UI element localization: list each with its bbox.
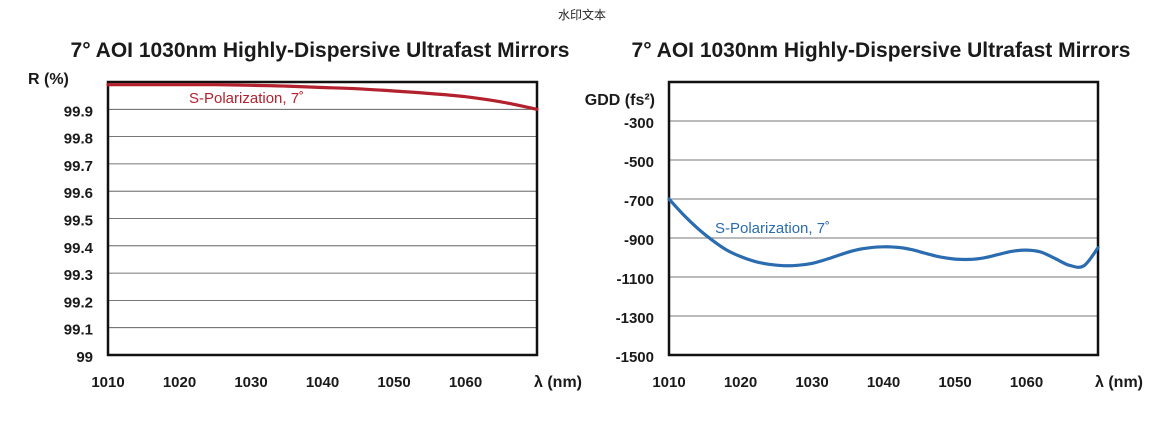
series-line [667, 197, 1100, 269]
y-tick-label: 99.1 [64, 322, 93, 339]
y-tick-label: -1500 [616, 349, 654, 366]
chart-1: 7° AOI 1030nm Highly-Dispersive Ultrafas… [28, 39, 582, 391]
y-tick-label: -1100 [616, 271, 654, 288]
x-tick-label: 1060 [449, 374, 482, 391]
y-tick-label: -1300 [616, 310, 654, 327]
plot-frame [106, 80, 539, 357]
x-tick-label: 1050 [377, 374, 410, 391]
y-tick-label: 99.9 [64, 103, 93, 120]
x-axis-label: λ (nm) [534, 374, 582, 391]
y-tick-label: -900 [624, 232, 654, 249]
series-label: S-Polarization, 7˚ [189, 90, 304, 107]
y-axis-label: GDD (fs²) [585, 92, 655, 109]
y-tick-label: 99.7 [64, 158, 93, 175]
x-tick-label: 1050 [938, 374, 971, 391]
chart-2: 7° AOI 1030nm Highly-Dispersive Ultrafas… [585, 39, 1143, 391]
x-tick-label: 1020 [724, 374, 757, 391]
chart-title: 7° AOI 1030nm Highly-Dispersive Ultrafas… [632, 39, 1131, 62]
x-tick-label: 1040 [306, 374, 339, 391]
plot-frame [667, 80, 1100, 357]
chart-title: 7° AOI 1030nm Highly-Dispersive Ultrafas… [71, 39, 570, 62]
series-label: S-Polarization, 7˚ [715, 220, 830, 237]
y-tick-label: -300 [624, 115, 654, 132]
x-axis-label: λ (nm) [1095, 374, 1143, 391]
x-tick-label: 1010 [91, 374, 124, 391]
series-line [106, 83, 539, 111]
y-tick-label: -500 [624, 154, 654, 171]
x-tick-label: 1010 [652, 374, 685, 391]
y-tick-label: 99.2 [64, 294, 93, 311]
y-tick-label: 99 [76, 349, 93, 366]
y-tick-label: 99.5 [64, 213, 93, 230]
x-tick-label: 1040 [867, 374, 900, 391]
y-tick-label: 99.3 [64, 267, 93, 284]
x-tick-label: 1020 [163, 374, 196, 391]
x-tick-label: 1030 [234, 374, 267, 391]
y-axis-label: R (%) [28, 71, 69, 88]
x-tick-label: 1030 [795, 374, 828, 391]
y-tick-label: 99.8 [64, 131, 93, 148]
y-tick-label: 99.6 [64, 185, 93, 202]
y-tick-label: 99.4 [64, 240, 94, 257]
watermark-text: 水印文本 [557, 8, 606, 22]
y-tick-label: -700 [624, 193, 654, 210]
x-tick-label: 1060 [1010, 374, 1043, 391]
